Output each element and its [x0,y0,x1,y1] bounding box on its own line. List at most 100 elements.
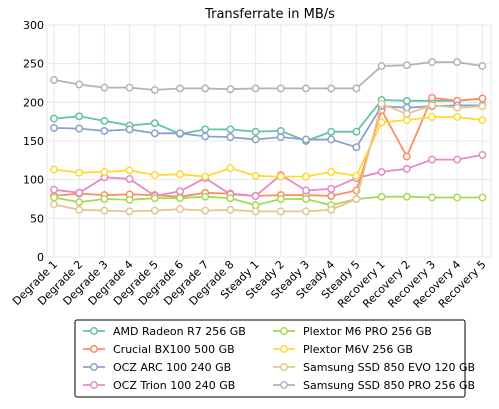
data-point [176,129,184,138]
data-point [352,171,361,180]
chart-title: Transferrate in MB/s [204,7,335,22]
data-point [251,135,260,144]
series-line [53,96,483,198]
data-point [150,171,159,179]
data-point [201,132,210,141]
data-point [125,125,134,134]
legend-swatch-marker [280,327,288,335]
data-point [428,58,436,67]
legend-item: Crucial BX100 500 GB [83,343,235,356]
data-point [226,205,235,214]
data-point [251,191,260,200]
y-tick-label: 100 [23,174,44,187]
data-point [377,118,386,127]
data-point [402,103,411,112]
data-point [327,84,336,93]
data-point [377,167,386,176]
data-point [478,116,487,125]
data-point [201,206,210,215]
data-point [150,194,159,203]
data-point [377,99,386,108]
legend-swatch-marker [280,381,288,389]
data-point [125,195,134,204]
data-point [176,194,184,203]
legend-label: AMD Radeon R7 256 GB [113,325,246,338]
data-point [176,84,184,93]
data-point [100,206,109,215]
data-point [226,164,235,173]
data-point [327,205,336,214]
data-point [251,207,260,216]
data-point [276,126,285,135]
series-line [53,102,483,213]
data-point [377,192,386,201]
data-point [478,62,487,70]
data-point [251,171,260,180]
data-point [302,195,310,203]
series-line [53,195,483,207]
grid-lines [46,24,492,258]
data-point [352,195,361,203]
legend-item: Plextor M6V 256 GB [273,343,413,356]
series-line [53,104,483,149]
legend-label: Crucial BX100 500 GB [113,343,235,356]
series-line [53,97,483,142]
data-point [327,191,336,200]
series-5 [50,113,487,181]
data-point [100,116,109,125]
legend-label: Plextor M6 PRO 256 GB [303,325,432,338]
data-point [352,127,361,136]
y-tick-label: 300 [23,19,44,32]
data-point [75,112,84,121]
data-point [377,62,386,70]
data-point [327,184,336,193]
data-point [50,75,58,84]
data-point [176,170,184,179]
data-point [150,129,159,138]
legend-swatch-marker [280,363,288,371]
data-point [226,85,235,94]
legend-swatch-marker [90,327,98,335]
data-point [276,133,285,142]
data-point [226,194,235,203]
legend-label: Samsung SSD 850 PRO 256 GB [303,379,475,392]
data-point [327,167,336,176]
data-point [226,133,235,142]
data-point [402,192,411,201]
series-6 [50,99,487,216]
data-point [478,193,487,202]
legend-swatch-marker [280,345,288,353]
legend-label: OCZ ARC 100 240 GB [113,361,231,374]
data-point [402,61,411,70]
legend-item: Samsung SSD 850 EVO 120 GB [273,361,475,374]
legend-label: Samsung SSD 850 EVO 120 GB [303,361,475,374]
data-point [100,195,109,203]
data-point [201,125,210,134]
data-point [50,165,58,174]
data-point [125,83,134,92]
data-point [75,168,84,177]
data-point [352,143,361,152]
data-point [428,193,436,202]
data-point [150,119,159,128]
data-point [276,207,285,216]
data-point [251,127,260,136]
data-point [75,198,84,207]
data-point [478,150,487,159]
data-point [428,101,436,110]
data-point [75,205,84,214]
data-point [276,195,285,203]
data-point [402,164,411,173]
data-point [352,84,361,93]
legend-swatch-marker [90,381,98,389]
data-point [302,172,310,181]
legend-item: Samsung SSD 850 PRO 256 GB [273,379,475,392]
data-point [50,114,58,123]
y-tick-label: 200 [23,96,44,109]
data-point [453,155,462,164]
legend-swatch-marker [90,345,98,353]
series-line [53,154,483,197]
data-point [302,207,310,216]
data-point [201,172,210,181]
